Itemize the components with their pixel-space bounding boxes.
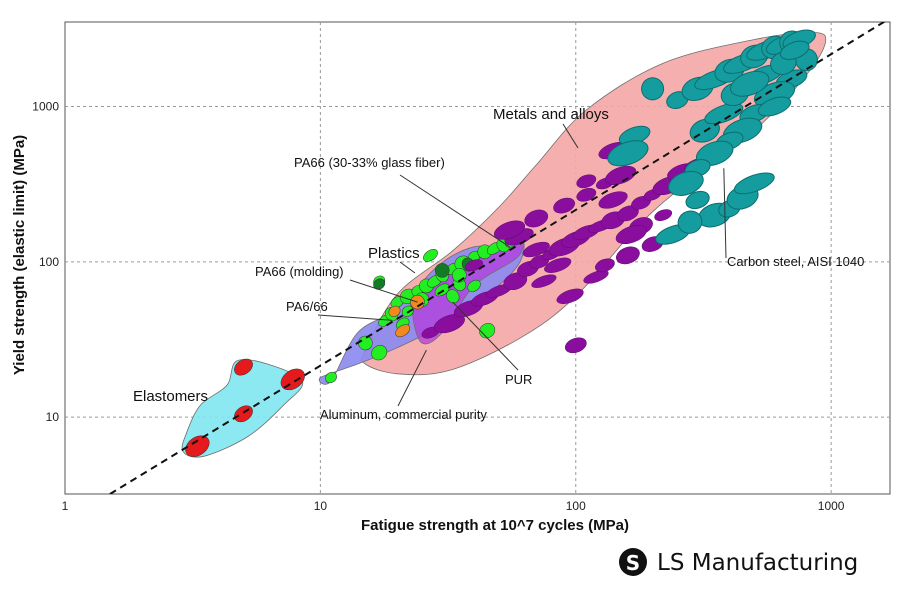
annotation-leaders (317, 123, 727, 407)
point-metals-and-alloys (616, 246, 640, 265)
point-metals-and-alloys (595, 258, 615, 273)
x-tick-label: 1000 (818, 499, 845, 513)
leader-carbon-steel-aisi-1040 (723, 168, 727, 259)
x-tick-label: 10 (314, 499, 328, 513)
point-carbon-steel (668, 170, 704, 196)
point-metals-and-alloys (576, 174, 597, 189)
point-metals-and-alloys (564, 337, 587, 354)
brand-logo-icon (619, 548, 647, 576)
leader-pa66-molding (349, 279, 418, 303)
point-carbon-steel (641, 77, 665, 101)
point-plastics (423, 248, 438, 262)
point-carbon-steel (730, 70, 770, 97)
point-metals-and-alloys (615, 224, 647, 245)
guideline (109, 22, 886, 494)
y-axis-title: Yield strength (elastic limit) (MPa) (11, 135, 28, 375)
tick-labels: 1 10 100 1000 10 100 1000 (32, 100, 845, 513)
point-carbon-steel (677, 210, 703, 234)
point-plastics (467, 279, 481, 292)
point-carbon-steel (779, 40, 810, 60)
brand-logo-glyph: S (626, 551, 640, 575)
point-metals-and-alloys (553, 197, 575, 214)
annotation-pa6-66: PA6/66 (286, 299, 328, 314)
leader-pur (452, 301, 519, 371)
point-metals-and-alloys (556, 288, 584, 304)
point-plastics (371, 345, 388, 361)
annotation-pa66-glass-fiber: PA66 (30-33% glass fiber) (294, 155, 445, 170)
leader-metals-and-alloys (562, 123, 579, 149)
point-metals-and-alloys (654, 209, 673, 221)
guideline-layer (109, 22, 886, 494)
point-metals-and-alloys (583, 270, 609, 284)
point-metals-and-alloys (522, 241, 550, 258)
point-metals-and-alloys (531, 274, 557, 288)
point-plastics (325, 371, 337, 384)
point-metals-and-alloys (465, 259, 483, 272)
point-metals-and-alloys (503, 272, 528, 291)
point-metals-and-alloys (433, 314, 465, 334)
point-elastomers (280, 368, 305, 391)
data-points (185, 29, 818, 457)
annotation-carbon-steel: Carbon steel, AISI 1040 (727, 254, 864, 269)
point-metals-and-alloys (598, 191, 628, 209)
point-metals-and-alloys (524, 209, 549, 228)
point-carbon-steel (685, 190, 710, 210)
annotation-plastics: Plastics (368, 245, 420, 262)
x-axis-title: Fatigue strength at 10^7 cycles (MPa) (361, 517, 629, 534)
leader-plastics (399, 261, 416, 274)
point-plastics (446, 289, 460, 304)
point-plastics (358, 335, 373, 351)
point-metals-and-alloys (544, 257, 572, 273)
point-carbon-steel (704, 102, 744, 125)
point-metals-and-alloys (493, 220, 526, 240)
annotation-aluminum: Aluminum, commercial purity (320, 407, 487, 422)
leader-pa66-30-33-glass-fiber (399, 174, 510, 248)
point-plastics (395, 324, 411, 338)
annotation-elastomers: Elastomers (133, 388, 208, 405)
leader-aluminum-commercial-purity (397, 349, 427, 407)
point-metals-and-alloys (605, 165, 637, 185)
leader-pa6-66 (317, 314, 392, 321)
point-carbon-steel (607, 140, 649, 167)
point-plastics (434, 263, 450, 278)
point-metals-and-alloys (576, 187, 597, 202)
annotation-metals-and-alloys: Metals and alloys (493, 106, 609, 123)
point-elastomers (185, 435, 210, 457)
x-tick-label: 1 (62, 499, 69, 513)
annotation-pur: PUR (505, 372, 532, 387)
point-elastomers (234, 358, 253, 376)
point-plastics (388, 305, 401, 317)
point-carbon-steel (733, 172, 775, 195)
y-tick-label: 1000 (32, 100, 59, 114)
brand-logo: S LS Manufacturing (619, 548, 858, 576)
y-tick-label: 10 (46, 410, 60, 424)
x-tick-label: 100 (566, 499, 586, 513)
y-tick-label: 100 (39, 255, 59, 269)
brand-name: LS Manufacturing (657, 550, 858, 576)
annotation-pa66-molding: PA66 (molding) (255, 264, 344, 279)
point-carbon-steel (757, 96, 792, 117)
